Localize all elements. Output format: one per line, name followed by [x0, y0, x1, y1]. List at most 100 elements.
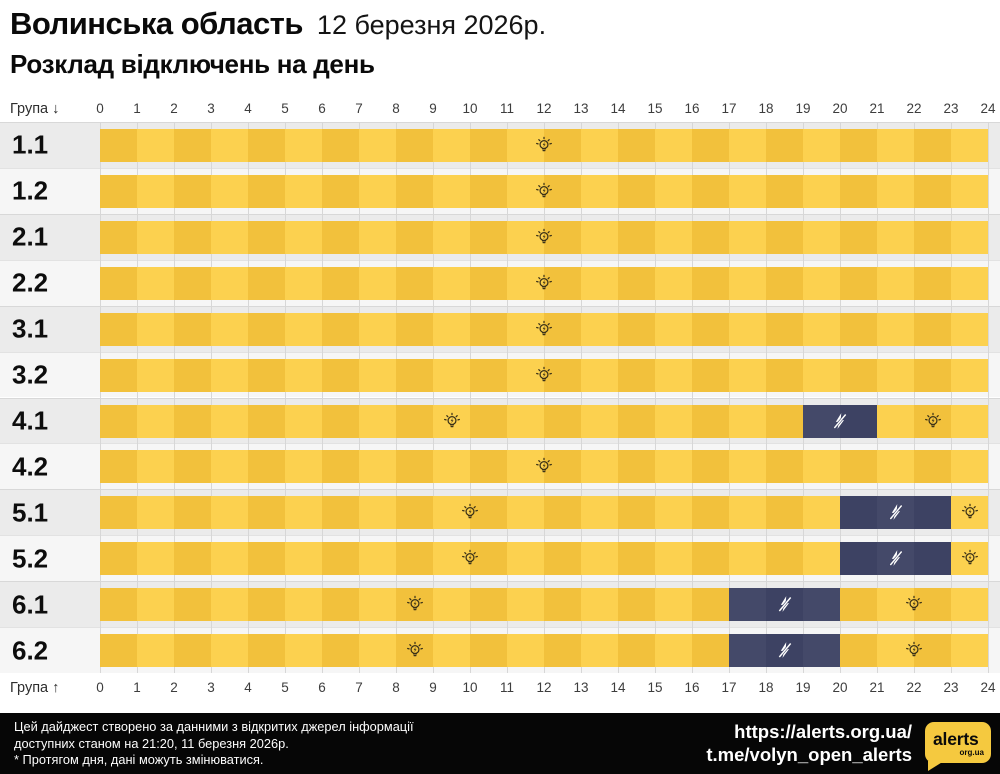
- footer-note-line1: Цей дайджест створено за данними з відкр…: [14, 719, 414, 734]
- power-on-hour-cell: [692, 588, 729, 622]
- power-on-hour-cell: [359, 404, 396, 438]
- hour-tick-label: 7: [355, 101, 363, 116]
- power-bar: [100, 220, 988, 254]
- power-on-hour-cell: [137, 450, 174, 484]
- power-on-hour-cell: [359, 542, 396, 576]
- power-on-hour-cell: [618, 220, 655, 254]
- power-on-hour-cell: [248, 220, 285, 254]
- power-on-hour-cell: [803, 450, 840, 484]
- power-on-hour-cell: [470, 129, 507, 162]
- power-on-hour-cell: [951, 129, 988, 162]
- power-on-hour-cell: [322, 588, 359, 622]
- power-on-hour-cell: [470, 496, 507, 530]
- hour-tick-label: 22: [906, 101, 922, 116]
- power-on-hour-cell: [174, 450, 211, 484]
- power-on-hour-cell: [544, 312, 581, 346]
- power-on-hour-cell: [100, 312, 137, 346]
- power-on-hour-cell: [581, 404, 618, 438]
- power-on-hour-cell: [248, 266, 285, 300]
- power-on-hour-cell: [211, 129, 248, 162]
- power-on-hour-cell: [729, 174, 766, 208]
- power-on-hour-cell: [211, 358, 248, 392]
- power-on-hour-cell: [951, 266, 988, 300]
- power-on-hour-cell: [544, 542, 581, 576]
- flash-off-icon: [832, 412, 848, 429]
- power-on-hour-cell: [433, 450, 470, 484]
- power-on-hour-cell: [544, 266, 581, 300]
- power-on-hour-cell: [322, 542, 359, 576]
- power-on-hour-cell: [618, 404, 655, 438]
- power-on-hour-cell: [581, 174, 618, 208]
- power-on-hour-cell: [359, 266, 396, 300]
- hour-tick-label: 24: [980, 101, 996, 116]
- hour-tick-label: 21: [869, 680, 885, 695]
- power-on-hour-cell: [285, 174, 322, 208]
- telegram-link[interactable]: t.me/volyn_open_alerts: [706, 744, 912, 765]
- group-label: 6.2: [12, 635, 49, 666]
- power-on-hour-cell: [840, 358, 877, 392]
- power-on-hour-cell: [433, 634, 470, 668]
- power-on-hour-cell: [174, 358, 211, 392]
- hour-tick-label: 8: [392, 680, 400, 695]
- power-on-hour-cell: [655, 358, 692, 392]
- power-on-hour-cell: [877, 358, 914, 392]
- hour-tick-label: 21: [869, 101, 885, 116]
- power-on-hour-cell: [655, 266, 692, 300]
- power-on-hour-cell: [470, 174, 507, 208]
- power-on-hour-cell: [914, 358, 951, 392]
- group-label: 5.2: [12, 543, 49, 574]
- hour-tick-label: 10: [462, 680, 478, 695]
- power-on-hour-cell: [100, 220, 137, 254]
- power-on-hour-cell: [470, 358, 507, 392]
- hour-tick-label: 19: [795, 680, 811, 695]
- hour-tick-label: 3: [207, 680, 215, 695]
- power-on-hour-cell: [211, 220, 248, 254]
- power-bar: [100, 358, 988, 392]
- power-on-hour-cell: [581, 634, 618, 668]
- power-on-marker: [960, 502, 980, 522]
- power-on-hour-cell: [766, 129, 803, 162]
- power-on-hour-cell: [803, 542, 840, 576]
- power-on-hour-cell: [248, 450, 285, 484]
- power-on-hour-cell: [544, 496, 581, 530]
- outage-hour-cell: [803, 404, 840, 438]
- alerts-logo[interactable]: alerts org.ua: [925, 722, 991, 771]
- power-on-hour-cell: [581, 358, 618, 392]
- power-on-hour-cell: [137, 542, 174, 576]
- power-on-hour-cell: [100, 450, 137, 484]
- outage-marker: [775, 640, 795, 660]
- power-bar: [100, 496, 988, 530]
- outage-hour-cell: [914, 542, 951, 576]
- power-on-hour-cell: [840, 129, 877, 162]
- power-on-marker: [534, 273, 554, 293]
- power-on-hour-cell: [322, 220, 359, 254]
- site-link[interactable]: https://alerts.org.ua/: [734, 721, 912, 742]
- power-on-hour-cell: [137, 358, 174, 392]
- outage-hour-cell: [729, 588, 766, 622]
- power-on-marker: [405, 594, 425, 614]
- power-on-hour-cell: [359, 588, 396, 622]
- power-bar: [100, 404, 988, 438]
- power-on-hour-cell: [766, 266, 803, 300]
- power-on-hour-cell: [766, 220, 803, 254]
- hour-tick-label: 12: [536, 680, 552, 695]
- power-on-hour-cell: [951, 312, 988, 346]
- power-on-hour-cell: [655, 496, 692, 530]
- power-on-marker: [460, 502, 480, 522]
- power-on-hour-cell: [100, 634, 137, 668]
- power-on-hour-cell: [729, 266, 766, 300]
- schedule-row-3.2: 3.2: [0, 351, 1000, 398]
- power-on-hour-cell: [840, 634, 877, 668]
- group-label: 4.1: [12, 405, 49, 436]
- power-on-hour-cell: [211, 542, 248, 576]
- power-on-hour-cell: [174, 634, 211, 668]
- power-on-hour-cell: [914, 220, 951, 254]
- power-on-hour-cell: [137, 588, 174, 622]
- hour-tick-label: 23: [943, 101, 959, 116]
- power-on-hour-cell: [433, 542, 470, 576]
- power-on-hour-cell: [470, 588, 507, 622]
- schedule-row-6.2: 6.2: [0, 627, 1000, 673]
- power-on-hour-cell: [692, 220, 729, 254]
- power-on-hour-cell: [248, 404, 285, 438]
- lightbulb-icon: [462, 549, 478, 565]
